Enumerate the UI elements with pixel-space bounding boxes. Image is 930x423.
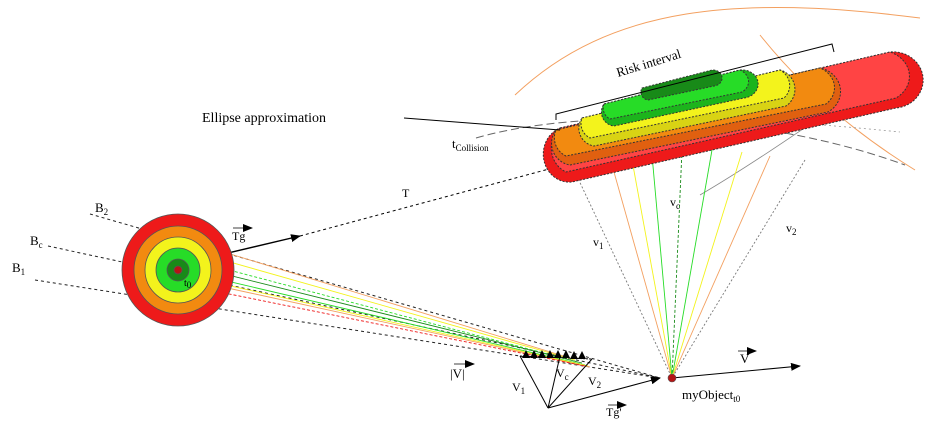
fan-line <box>611 164 673 379</box>
my-object-marker <box>667 373 677 383</box>
risk-fan-lines <box>574 149 806 379</box>
dotted-ellipse-curve <box>559 118 901 133</box>
fan-line <box>177 237 571 359</box>
v2-line <box>547 358 593 409</box>
tg-prime-label: Tg' <box>606 405 622 419</box>
fan-line <box>671 155 771 379</box>
bracket-line <box>555 43 835 120</box>
tg-prime-vector <box>547 376 661 409</box>
target-fan-lines <box>159 237 591 368</box>
Vc-label: Vc <box>556 366 569 382</box>
ellipse-approximation-label: Ellipse approximation <box>202 111 326 126</box>
fan-line <box>169 244 576 361</box>
vc-label: vc <box>670 195 680 211</box>
fan-line <box>671 151 743 379</box>
fan-line <box>671 149 713 379</box>
V2-label: V2 <box>588 374 601 390</box>
velocity-construction <box>519 355 801 409</box>
risk-interval-label: Risk interval <box>614 46 683 80</box>
trajectory <box>189 161 576 263</box>
vc-line <box>547 355 561 409</box>
v1-line <box>519 355 549 409</box>
risk-interval-bracket <box>555 43 835 120</box>
v-vector-label: V <box>740 351 750 366</box>
v-vector <box>671 362 801 379</box>
fan-line <box>175 261 583 364</box>
t-collision-label: tCollision <box>452 136 489 153</box>
tg-label: Tg <box>232 229 245 243</box>
fan-line-vc <box>671 149 683 379</box>
fan-line <box>199 281 591 368</box>
bc-label: Bc <box>30 233 43 250</box>
v1-label: v1 <box>593 235 604 251</box>
target-rings <box>121 213 235 327</box>
target-center-marker <box>173 265 183 275</box>
risk-interval-shape <box>542 51 924 183</box>
fan-line <box>159 279 586 367</box>
t-origin-label: t0 <box>184 278 192 290</box>
orange-boundary-curve <box>514 6 921 96</box>
b2-label: B2 <box>95 200 108 217</box>
V1-label: V1 <box>512 380 525 396</box>
fan-line <box>631 159 673 379</box>
fan-line <box>179 269 586 366</box>
ellipse-pointer-line <box>403 117 561 131</box>
fan-line-v2 <box>671 159 806 379</box>
abs-v-label: |V| <box>450 366 465 381</box>
fan-line-v1 <box>574 171 673 379</box>
b1-label: B1 <box>12 260 25 277</box>
t-trajectory-line <box>299 161 576 237</box>
fan-line <box>185 275 589 367</box>
my-object-label: myObjectt0 <box>682 387 741 404</box>
fan-line <box>651 154 673 379</box>
velocity-markers <box>522 350 586 359</box>
v2-label: v2 <box>786 221 797 237</box>
t-label: T <box>402 186 410 200</box>
